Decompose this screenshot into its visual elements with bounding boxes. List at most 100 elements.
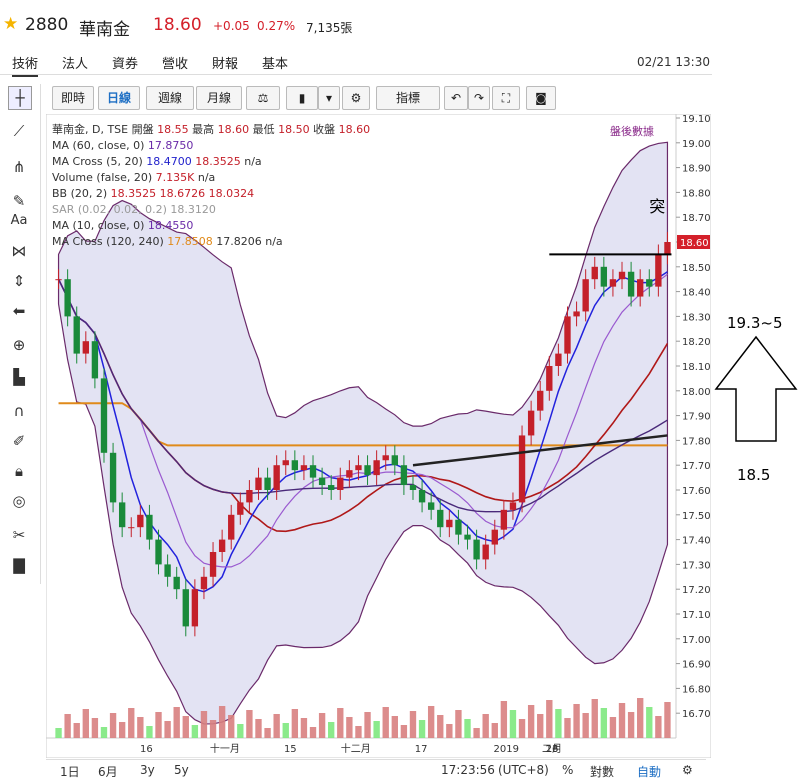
zoom-icon[interactable]: ⊕	[12, 336, 26, 354]
quote-header: ★ 2880 華南金 18.60 +0.05 0.27% 7,135張	[0, 0, 805, 50]
range-1d[interactable]: 1日	[60, 765, 80, 779]
x-tick-label: 二月	[542, 743, 562, 755]
tab-revenue[interactable]: 營收	[162, 57, 189, 72]
bollinger-band	[57, 141, 669, 725]
redo-icon[interactable]: ↷	[468, 86, 490, 110]
chevron-down-icon[interactable]: ▾	[318, 86, 340, 110]
volume-bar	[109, 713, 117, 738]
legend-macross-v3: n/a	[244, 155, 262, 168]
candle	[300, 465, 308, 471]
tools-icon[interactable]: ✂	[12, 526, 26, 544]
log-toggle[interactable]: 對數	[590, 765, 615, 779]
camera-icon[interactable]: ◙	[526, 86, 556, 110]
y-tick-label: 17.10	[682, 610, 711, 621]
intraday-button[interactable]: 即時	[52, 86, 94, 110]
volume-bar	[573, 704, 580, 738]
ruler-icon[interactable]: ▙	[13, 368, 25, 386]
range-5y[interactable]: 5y	[174, 763, 189, 777]
volume-bar	[309, 727, 317, 738]
text-tool-icon[interactable]: Aa	[10, 213, 28, 228]
pattern-icon[interactable]: ⋈	[11, 242, 27, 260]
candle	[355, 465, 362, 471]
monthly-button[interactable]: 月線	[196, 86, 242, 110]
trash-icon[interactable]: ▇	[13, 556, 25, 574]
volume-bar	[382, 707, 389, 738]
candle	[91, 341, 99, 379]
eye-icon[interactable]: ◎	[12, 492, 26, 510]
candle	[337, 477, 344, 490]
compare-icon[interactable]: ⚖	[246, 86, 280, 110]
settings-gear-icon[interactable]: ⚙	[342, 86, 370, 110]
candle	[273, 465, 280, 490]
volume-bar	[364, 712, 371, 738]
crosshair-icon[interactable]: ┼	[8, 86, 32, 110]
y-tick-label: 18.20	[682, 337, 711, 348]
candle	[500, 509, 508, 530]
favorite-star-icon[interactable]: ★	[3, 14, 19, 34]
volume-bar	[100, 727, 108, 738]
fullscreen-icon[interactable]: ⛶	[492, 86, 520, 110]
candle	[209, 552, 217, 577]
volume-bar	[437, 715, 444, 738]
candle	[237, 502, 244, 515]
trade-volume: 7,135張	[306, 21, 353, 35]
candle-type-icon[interactable]: ▮	[286, 86, 318, 110]
candle	[228, 514, 235, 540]
volume-bar	[664, 702, 671, 738]
y-tick-label: 16.80	[682, 684, 711, 695]
back-arrow-icon[interactable]: ⬅	[12, 302, 26, 320]
volume-bar	[518, 719, 526, 738]
candle	[382, 455, 389, 461]
tab-financials[interactable]: 財報	[212, 57, 239, 72]
undo-icon[interactable]: ↶	[444, 86, 468, 110]
settings-gear-icon[interactable]: ⚙	[682, 763, 693, 777]
volume-bar	[455, 710, 462, 738]
price-chart[interactable]: 19.10 19.00 18.90 18.80 18.70 18.60 18.50 18.40…	[46, 114, 711, 758]
auto-toggle[interactable]: 自動	[637, 765, 662, 779]
timezone[interactable]: (UTC+8)	[498, 763, 549, 777]
candle	[646, 279, 653, 287]
volume-bar	[409, 711, 417, 738]
candle	[373, 460, 380, 476]
percent-toggle[interactable]: %	[562, 763, 574, 777]
tab-margin[interactable]: 資券	[112, 57, 139, 72]
legend-macross2: MA Cross (120, 240)	[52, 235, 164, 248]
candle	[364, 465, 371, 476]
datetime-stamp: 02/21 13:30	[637, 55, 710, 69]
tab-institutional[interactable]: 法人	[62, 57, 89, 72]
trend-line-icon[interactable]: ⟋	[13, 122, 25, 140]
indicator-button[interactable]: 指標	[376, 86, 440, 110]
volume-bar	[191, 725, 199, 738]
daily-button[interactable]: 日線	[98, 86, 140, 110]
x-tick-label: 2019	[494, 744, 519, 755]
tab-technical[interactable]: 技術	[12, 53, 39, 77]
section-tabs: 技術 法人 資券 營收 財報 基本	[0, 50, 712, 77]
magnet-icon[interactable]: ∩	[13, 402, 25, 420]
volume-bar	[527, 705, 535, 738]
candle	[627, 271, 635, 297]
measure-icon[interactable]: ⇕	[12, 272, 26, 290]
y-tick-label: 18.30	[682, 312, 711, 323]
pitchfork-icon[interactable]: ⋔	[12, 158, 26, 176]
candle	[446, 519, 453, 528]
range-6m[interactable]: 6月	[98, 765, 118, 779]
tab-basic[interactable]: 基本	[262, 57, 289, 72]
pencil-lock-icon[interactable]: ✐	[12, 432, 26, 450]
legend-ma60-value: 17.8750	[147, 139, 194, 152]
candle	[437, 509, 444, 528]
candle	[464, 534, 471, 540]
range-3y[interactable]: 3y	[140, 763, 155, 777]
legend-symbol: 華南金, D, TSE	[52, 123, 129, 136]
legend-close: 18.60	[338, 123, 371, 136]
volume-bar	[182, 716, 189, 738]
after-hours-data[interactable]: 盤後數據	[610, 125, 654, 138]
weekly-button[interactable]: 週線	[146, 86, 194, 110]
stock-code: 2880	[25, 15, 69, 35]
volume-bar	[118, 722, 126, 738]
lock-icon[interactable]: 🔒︎	[15, 462, 23, 480]
legend-bb: BB (20, 2)	[52, 187, 108, 200]
volume-bar	[346, 717, 353, 738]
candle	[418, 490, 426, 503]
brush-icon[interactable]: ✎	[12, 192, 26, 210]
volume-bar	[237, 724, 244, 738]
